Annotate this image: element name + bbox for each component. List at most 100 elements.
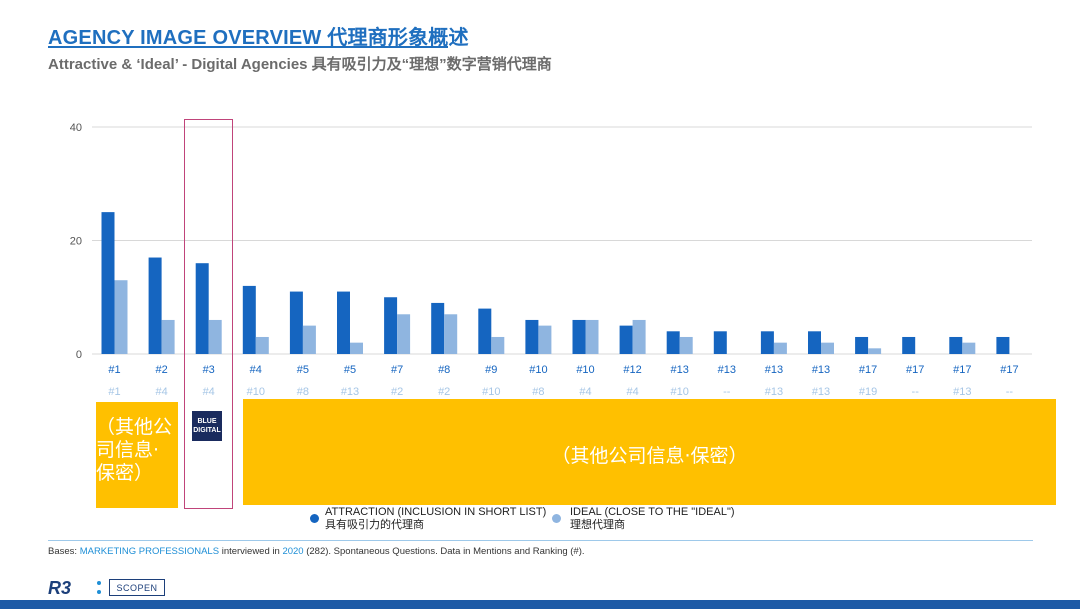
bases-note: Bases: MARKETING PROFESSIONALS interview… <box>48 546 585 557</box>
bar-attraction <box>431 302 445 354</box>
x-tick-label: #13 <box>812 364 830 376</box>
bar-attraction <box>996 336 1010 354</box>
x-tick-label: #5 <box>344 364 356 376</box>
bar-ideal <box>161 319 175 354</box>
bases-divider <box>48 540 1033 541</box>
ideal-rank-label: #10 <box>247 386 265 398</box>
legend-attraction-zh: 具有吸引力的代理商 <box>325 519 424 531</box>
legend-attraction-marker <box>310 514 319 523</box>
legend-attraction-en: ATTRACTION (INCLUSION IN SHORT LIST) <box>325 506 547 518</box>
bar-ideal <box>208 319 222 354</box>
bar-attraction <box>337 291 350 354</box>
bar-ideal <box>962 342 976 354</box>
bar-attraction <box>949 336 963 354</box>
bar-attraction <box>148 257 162 354</box>
footer-bar <box>0 600 1080 609</box>
y-tick-label: 40 <box>70 122 82 134</box>
ideal-rank-label: -- <box>912 386 920 398</box>
ideal-rank-label: #19 <box>859 386 877 398</box>
ideal-rank-label: -- <box>1006 386 1014 398</box>
r3-dots-icon <box>97 581 101 595</box>
bar-attraction <box>242 285 256 354</box>
bar-attraction <box>808 331 821 354</box>
x-tick-label: #17 <box>859 364 877 376</box>
x-tick-label: #17 <box>1000 364 1018 376</box>
x-tick-label: #10 <box>529 364 547 376</box>
ideal-rank-label: -- <box>723 386 731 398</box>
ideal-rank-label: #8 <box>532 386 544 398</box>
bar-attraction <box>760 331 774 354</box>
ideal-rank-label: #4 <box>626 386 638 398</box>
bar-attraction <box>525 319 539 354</box>
bar-attraction <box>713 331 727 354</box>
x-tick-label: #8 <box>438 364 450 376</box>
y-tick-label: 0 <box>76 349 82 361</box>
ideal-rank-label: #13 <box>765 386 783 398</box>
bar-attraction <box>855 336 869 354</box>
confidential-block-left: （其他公司信息·保密） <box>96 402 178 508</box>
legend-ideal: IDEAL (CLOSE TO THE "IDEAL") 理想代理商 <box>570 506 735 532</box>
page-subtitle: Attractive & ‘Ideal’ - Digital Agencies … <box>48 56 552 73</box>
highlight-frame <box>184 119 233 509</box>
bar-ideal <box>302 325 316 354</box>
x-tick-label: #17 <box>953 364 971 376</box>
bar-attraction <box>384 297 398 354</box>
scopen-logo: SCOPEN <box>109 579 165 596</box>
x-tick-label: #1 <box>108 364 120 376</box>
title-underline <box>48 46 448 48</box>
x-tick-label: #9 <box>485 364 497 376</box>
bar-ideal <box>114 280 128 354</box>
page-title: AGENCY IMAGE OVERVIEW 代理商形象概述 <box>48 27 469 49</box>
bar-attraction <box>902 336 916 354</box>
bar-ideal <box>444 314 458 354</box>
ideal-rank-label: #10 <box>671 386 689 398</box>
confidential-text-left: （其他公司信息·保密） <box>96 416 173 484</box>
bar-ideal <box>397 314 411 354</box>
x-tick-label: #5 <box>297 364 309 376</box>
bar-ideal <box>585 319 599 354</box>
bar-attraction <box>101 212 115 354</box>
bar-ideal <box>868 348 882 354</box>
x-tick-label: #13 <box>671 364 689 376</box>
confidential-text-right: （其他公司信息·保密） <box>551 445 748 467</box>
ideal-rank-label: #4 <box>155 386 167 398</box>
bar-attraction <box>478 308 492 354</box>
x-tick-label: #4 <box>250 364 262 376</box>
x-tick-label: #10 <box>576 364 594 376</box>
legend-ideal-marker <box>552 514 561 523</box>
bar-ideal <box>350 342 363 354</box>
ideal-rank-label: #10 <box>482 386 500 398</box>
blue-digital-logo: BLUE DIGITAL <box>192 411 222 441</box>
ideal-rank-label: #4 <box>579 386 591 398</box>
bar-ideal <box>538 325 552 354</box>
bases-group: MARKETING PROFESSIONALS <box>79 546 220 557</box>
bar-ideal <box>679 336 693 354</box>
bar-ideal <box>632 319 646 354</box>
x-tick-label: #17 <box>906 364 924 376</box>
legend-attraction: ATTRACTION (INCLUSION IN SHORT LIST) 具有吸… <box>325 506 546 532</box>
ideal-rank-label: #8 <box>297 386 309 398</box>
legend-ideal-zh: 理想代理商 <box>570 519 625 531</box>
confidential-block-right: （其他公司信息·保密） <box>243 399 1056 505</box>
bases-year: 2020 <box>282 546 304 557</box>
x-tick-label: #12 <box>623 364 641 376</box>
x-tick-label: #13 <box>765 364 783 376</box>
bar-attraction <box>572 319 586 354</box>
ideal-rank-label: #13 <box>812 386 830 398</box>
ideal-rank-label: #2 <box>391 386 403 398</box>
bar-attraction <box>195 263 209 354</box>
bar-ideal <box>821 342 834 354</box>
bar-ideal <box>491 336 505 354</box>
bar-attraction <box>289 291 303 354</box>
r3-logo: R3 <box>48 578 72 598</box>
x-tick-label: #13 <box>718 364 736 376</box>
bar-attraction <box>666 331 680 354</box>
ideal-rank-label: #13 <box>953 386 971 398</box>
bar-chart: 0 20 40 #1 #1 #2 #4 #3 #4 #4 #10 #5 #8 #5 #13 #7 #2 #8 #2 #… <box>70 122 1032 398</box>
x-tick-label: #7 <box>391 364 403 376</box>
ideal-rank-label: #2 <box>438 386 450 398</box>
legend-ideal-en: IDEAL (CLOSE TO THE "IDEAL") <box>570 506 735 518</box>
ideal-rank-label: #13 <box>341 386 359 398</box>
x-tick-label: #2 <box>155 364 167 376</box>
ideal-rank-label: #1 <box>108 386 120 398</box>
